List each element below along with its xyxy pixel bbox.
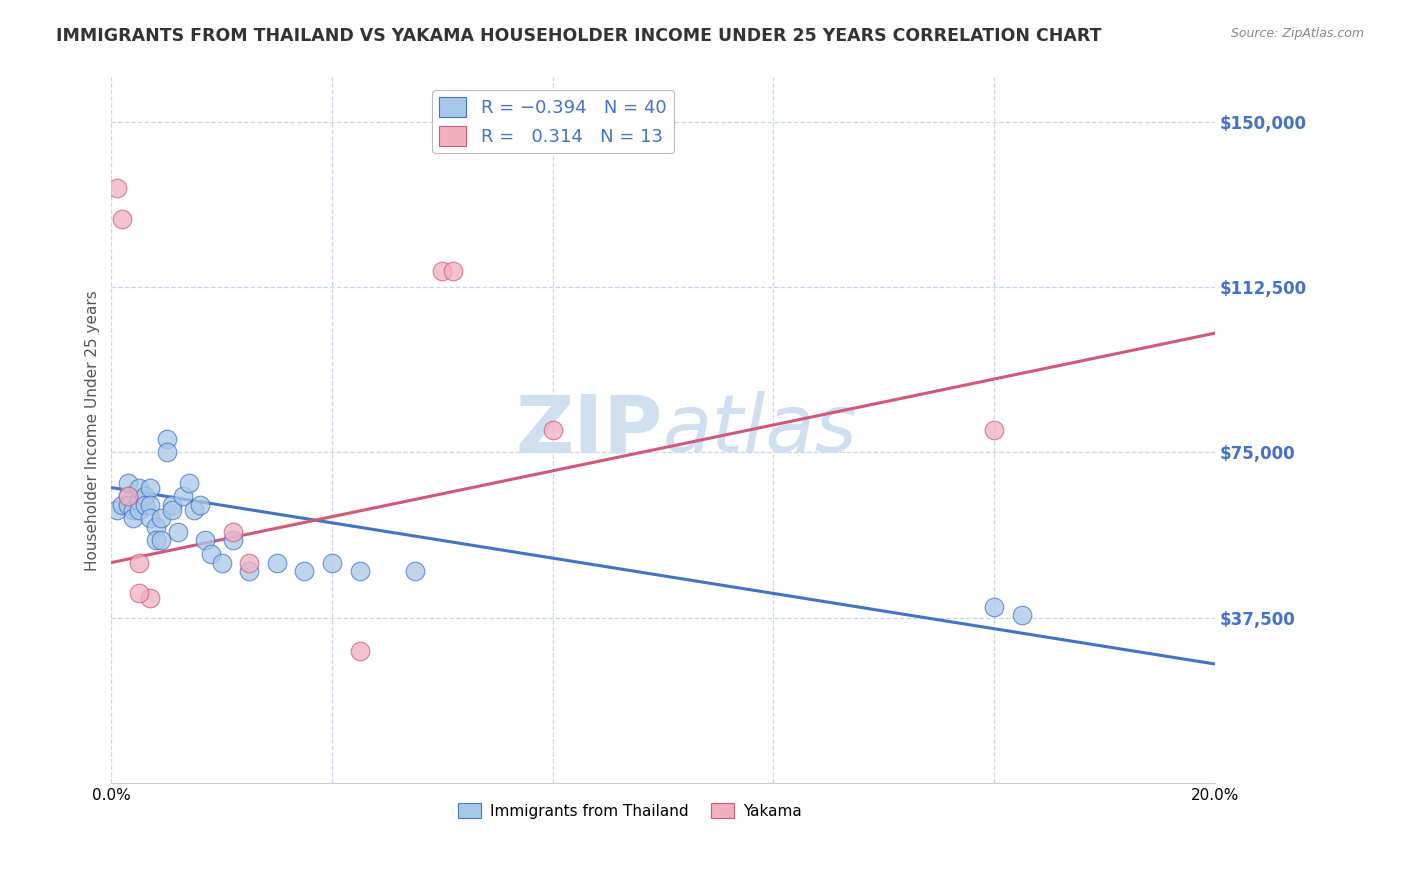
Text: IMMIGRANTS FROM THAILAND VS YAKAMA HOUSEHOLDER INCOME UNDER 25 YEARS CORRELATION: IMMIGRANTS FROM THAILAND VS YAKAMA HOUSE… — [56, 27, 1102, 45]
Point — [222, 533, 245, 548]
Text: Source: ZipAtlas.com: Source: ZipAtlas.com — [1230, 27, 1364, 40]
Point — [349, 644, 371, 658]
Text: atlas: atlas — [664, 392, 858, 469]
Point — [150, 533, 173, 548]
Point — [200, 547, 222, 561]
Point — [211, 556, 233, 570]
Point — [222, 524, 245, 539]
Point — [160, 498, 183, 512]
Point — [117, 476, 139, 491]
Point — [128, 556, 150, 570]
Point — [134, 498, 156, 512]
Point — [105, 502, 128, 516]
Point — [117, 489, 139, 503]
Point — [128, 502, 150, 516]
Point — [128, 586, 150, 600]
Point — [145, 533, 167, 548]
Point — [111, 211, 134, 226]
Point — [238, 565, 260, 579]
Point — [349, 565, 371, 579]
Point — [983, 423, 1005, 437]
Point — [155, 432, 177, 446]
Point — [139, 511, 162, 525]
Point — [183, 502, 205, 516]
Point — [441, 264, 464, 278]
Point — [194, 533, 217, 548]
Point — [266, 556, 288, 570]
Point — [139, 481, 162, 495]
Point — [117, 489, 139, 503]
Point — [128, 481, 150, 495]
Point — [432, 264, 454, 278]
Point — [105, 180, 128, 194]
Legend: Immigrants from Thailand, Yakama: Immigrants from Thailand, Yakama — [451, 797, 808, 825]
Point — [139, 498, 162, 512]
Point — [111, 498, 134, 512]
Point — [150, 511, 173, 525]
Point — [122, 511, 145, 525]
Point — [128, 493, 150, 508]
Point — [145, 520, 167, 534]
Point — [122, 502, 145, 516]
Point — [160, 502, 183, 516]
Point — [117, 498, 139, 512]
Text: ZIP: ZIP — [516, 392, 664, 469]
Point — [166, 524, 188, 539]
Point — [139, 591, 162, 605]
Point — [404, 565, 426, 579]
Point — [294, 565, 316, 579]
Point — [188, 498, 211, 512]
Point — [541, 423, 564, 437]
Point — [321, 556, 343, 570]
Point — [177, 476, 200, 491]
Y-axis label: Householder Income Under 25 years: Householder Income Under 25 years — [86, 290, 100, 571]
Point — [134, 489, 156, 503]
Point — [983, 599, 1005, 614]
Point — [1011, 608, 1033, 623]
Point — [172, 489, 194, 503]
Point — [238, 556, 260, 570]
Point — [155, 445, 177, 459]
